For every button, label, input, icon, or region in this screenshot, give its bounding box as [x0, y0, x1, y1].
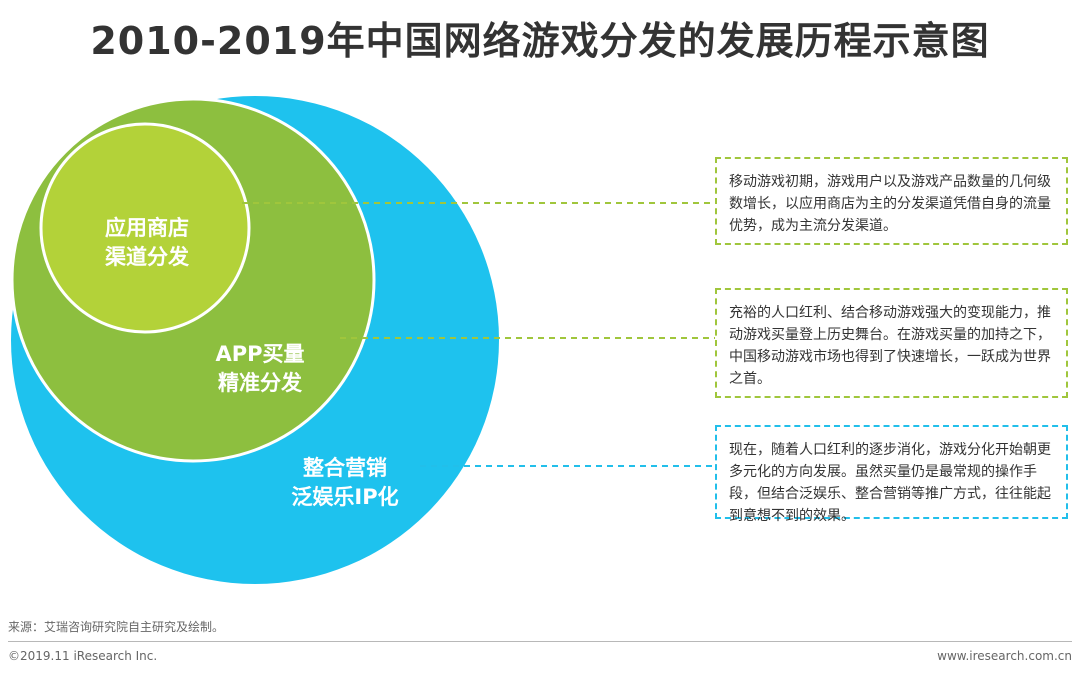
diagram-title: 2010-2019年中国网络游戏分发的发展历程示意图 — [90, 19, 990, 63]
source-note: 来源：艾瑞咨询研究院自主研究及绘制。 — [8, 620, 225, 634]
inner-circle-label-line2: 渠道分发 — [105, 245, 189, 269]
description-text-ip: 现在，随着人口红利的逐步消化，游戏分化开始朝更多元化的方向发展。虽然买量仍是最常… — [729, 442, 1051, 524]
outer-circle-label-line1: 整合营销 — [303, 456, 387, 480]
description-box-ip: 现在，随着人口红利的逐步消化，游戏分化开始朝更多元化的方向发展。虽然买量仍是最常… — [715, 425, 1068, 524]
website-link[interactable]: www.iresearch.com.cn — [937, 649, 1072, 663]
description-text-app: 充裕的人口红利、结合移动游戏强大的变现能力，推动游戏买量登上历史舞台。在游戏买量… — [729, 305, 1051, 387]
outer-circle-label-line2: 泛娱乐IP化 — [291, 485, 399, 509]
inner-circle-store — [39, 122, 251, 334]
description-text-store: 移动游戏初期，游戏用户以及游戏产品数量的几何级数增长，以应用商店为主的分发渠道凭… — [729, 174, 1051, 234]
middle-circle-label-line2: 精准分发 — [218, 371, 302, 395]
footer-divider — [8, 641, 1072, 642]
outer-circle-label: 整合营销 泛娱乐IP化 — [265, 454, 425, 512]
description-box-store: 移动游戏初期，游戏用户以及游戏产品数量的几何级数增长，以应用商店为主的分发渠道凭… — [715, 157, 1068, 245]
middle-circle-label: APP买量 精准分发 — [185, 340, 335, 398]
inner-circle-label: 应用商店 渠道分发 — [72, 214, 222, 272]
inner-circle-label-line1: 应用商店 — [105, 216, 189, 240]
middle-circle-label-line1: APP买量 — [215, 342, 305, 366]
description-box-app: 充裕的人口红利、结合移动游戏强大的变现能力，推动游戏买量登上历史舞台。在游戏买量… — [715, 288, 1068, 398]
copyright-text: ©2019.11 iResearch Inc. — [8, 649, 158, 663]
